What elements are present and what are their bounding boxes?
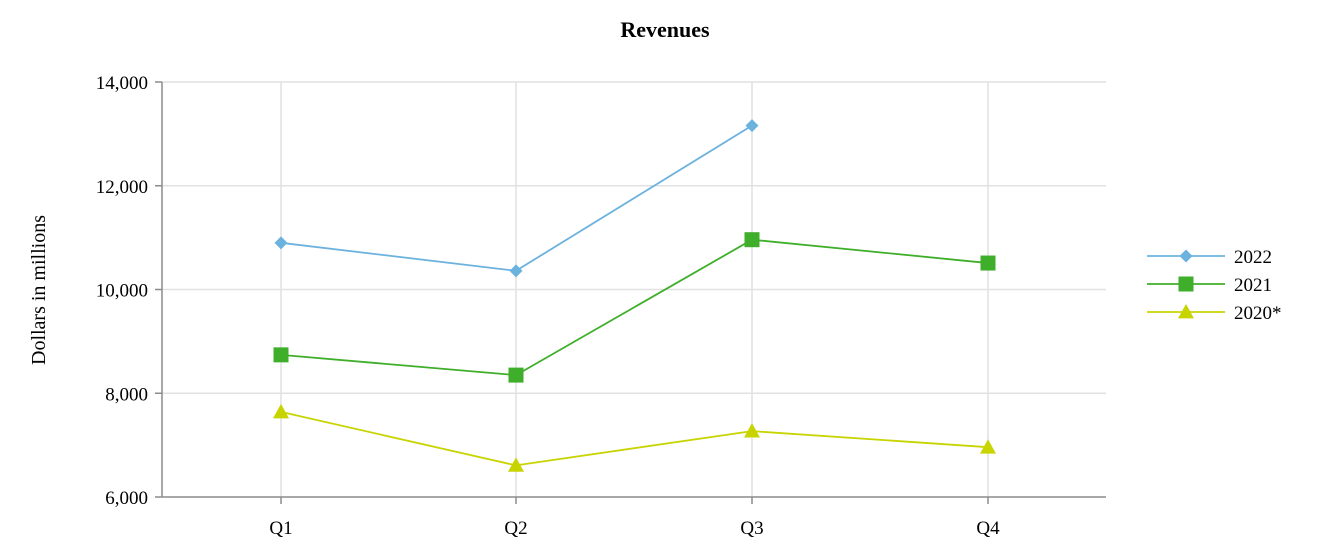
series-2021 xyxy=(273,232,996,383)
y-tick-label: 14,000 xyxy=(96,73,148,94)
legend: 2022 2021 2020* xyxy=(1147,247,1282,324)
data-point-2021 xyxy=(980,255,996,271)
series-2020 xyxy=(273,403,996,472)
legend-label: 2021 xyxy=(1234,275,1272,296)
series-line-2021 xyxy=(280,238,989,377)
series-group xyxy=(273,119,996,472)
legend-marker xyxy=(1178,304,1194,319)
x-tick-label: Q2 xyxy=(504,518,527,539)
series-2022 xyxy=(274,119,759,278)
legend-label: 2020* xyxy=(1234,303,1282,324)
y-tick-label: 10,000 xyxy=(96,281,148,302)
x-tick-label: Q4 xyxy=(976,518,1000,539)
y-axis-label: Dollars in millions xyxy=(28,215,50,365)
legend-label: 2022 xyxy=(1234,247,1272,268)
legend-entry-2021: 2021 xyxy=(1147,275,1272,296)
data-point-2020 xyxy=(508,457,524,472)
legend-entry-2020: 2020* xyxy=(1147,303,1282,324)
data-point-2022 xyxy=(745,119,759,133)
legend-entry-2022: 2022 xyxy=(1147,247,1272,268)
y-tick-label: 8,000 xyxy=(105,384,148,405)
legend-marker xyxy=(1179,249,1193,263)
x-tick-label: Q1 xyxy=(269,518,292,539)
data-point-2020 xyxy=(744,423,760,438)
legend-marker xyxy=(1178,276,1194,292)
series-line-2020 xyxy=(280,411,989,467)
data-point-2020 xyxy=(980,439,996,454)
y-tick-labels: 6,000 8,000 10,000 12,000 14,000 xyxy=(96,73,148,509)
data-point-2021 xyxy=(744,232,760,248)
data-point-2021 xyxy=(273,347,289,363)
y-tick-label: 12,000 xyxy=(96,177,148,198)
data-point-2021 xyxy=(508,367,524,383)
x-tick-labels: Q1 Q2 Q3 Q4 xyxy=(269,518,1000,539)
data-point-2022 xyxy=(274,236,288,250)
data-point-2020 xyxy=(273,403,289,419)
x-tick-label: Q3 xyxy=(740,518,763,539)
y-tick-label: 6,000 xyxy=(105,488,148,509)
gridlines xyxy=(162,81,1106,497)
chart-title: Revenues xyxy=(620,17,710,42)
axes xyxy=(155,81,1106,504)
data-point-2022 xyxy=(509,264,523,278)
